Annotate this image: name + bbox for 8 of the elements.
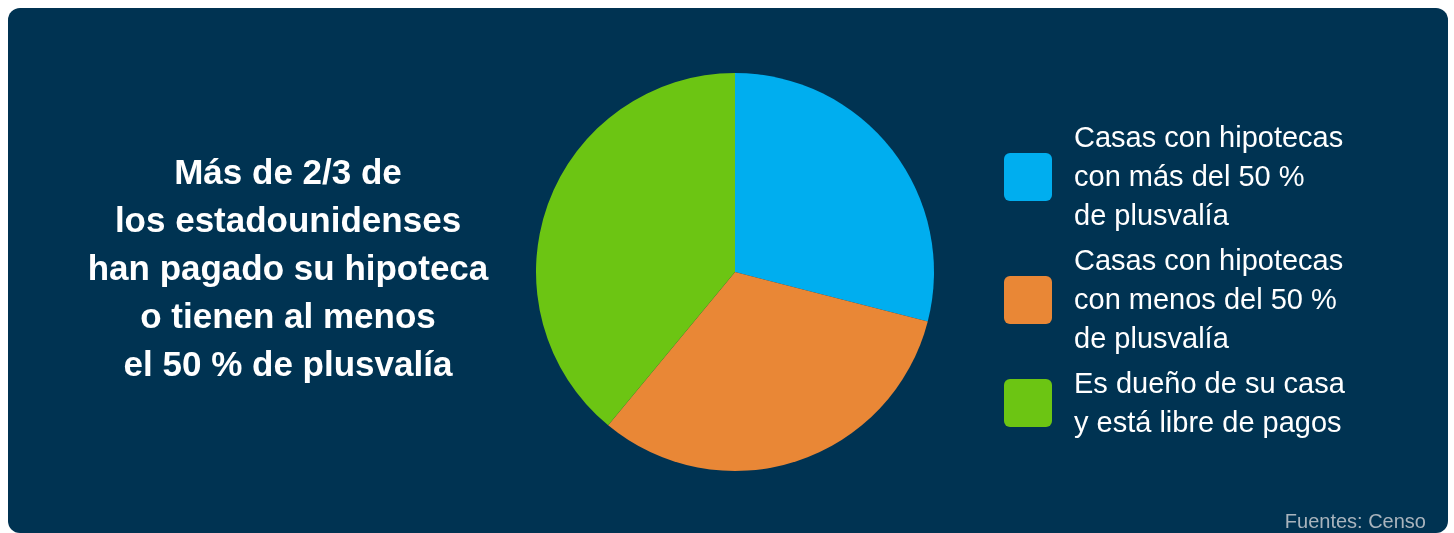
pie-slice	[608, 272, 928, 471]
pie-slice	[536, 73, 735, 426]
pie-slice	[735, 73, 934, 322]
legend-label: Casas con hipotecas con más del 50 % de plusvalía	[1074, 120, 1344, 233]
legend-label: Es dueño de su casa y está libre de pagos	[1074, 366, 1345, 440]
legend-label: Casas con hipotecas con menos del 50 % de plusvalía	[1074, 243, 1344, 356]
source-note: Fuentes: Censo	[1284, 510, 1426, 533]
text: Más de 2/3 de los estadounidenses han pagado su hipoteca o tienen al menos el 50 % de plusvalía	[86, 151, 490, 385]
